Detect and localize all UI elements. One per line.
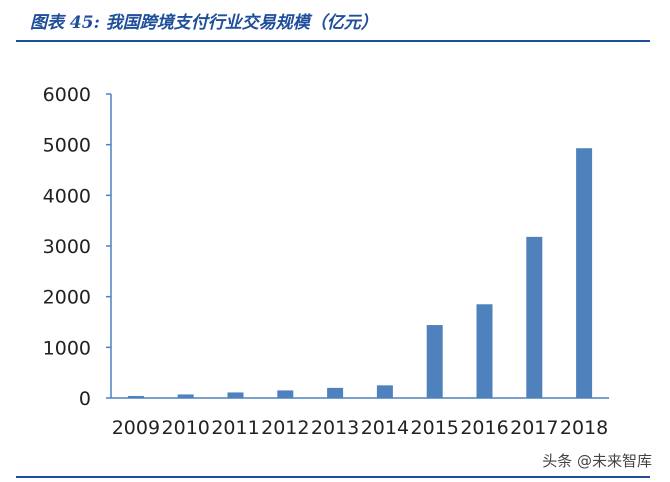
x-tick-label-2011: 2011 bbox=[211, 417, 259, 439]
y-tick-label-6: 6000 bbox=[43, 84, 91, 106]
bar-2016 bbox=[476, 304, 493, 398]
x-tick-label-2014: 2014 bbox=[361, 417, 409, 439]
x-tick-label-2010: 2010 bbox=[162, 417, 210, 439]
x-tick-label-2017: 2017 bbox=[510, 417, 558, 439]
bar-2018 bbox=[576, 148, 593, 398]
x-tick-label-2016: 2016 bbox=[460, 417, 508, 439]
y-tick-label-3: 3000 bbox=[43, 236, 91, 258]
watermark-text: 头条 @未来智库 bbox=[542, 452, 652, 470]
chart-title: 图表 45: 我国跨境支付行业交易规模（亿元） bbox=[30, 13, 378, 33]
x-tick-label-2015: 2015 bbox=[411, 417, 459, 439]
x-tick-label-2012: 2012 bbox=[261, 417, 309, 439]
bar-2010 bbox=[177, 394, 194, 398]
y-tick-label-2: 2000 bbox=[43, 287, 91, 309]
footer-divider bbox=[16, 476, 650, 478]
bar-2012 bbox=[277, 390, 294, 398]
bar-2015 bbox=[426, 325, 443, 398]
x-tick-label-2013: 2013 bbox=[311, 417, 359, 439]
bar-2017 bbox=[526, 236, 543, 398]
title-divider bbox=[16, 40, 650, 42]
bar-2011 bbox=[227, 392, 244, 398]
x-tick-label-2018: 2018 bbox=[560, 417, 608, 439]
bar-2014 bbox=[376, 385, 393, 398]
y-tick-label-4: 4000 bbox=[43, 185, 91, 207]
x-tick-label-2009: 2009 bbox=[112, 417, 160, 439]
y-tick-label-0: 0 bbox=[79, 388, 91, 410]
bar-2009 bbox=[127, 395, 144, 398]
bar-2013 bbox=[327, 387, 344, 398]
y-tick-label-5: 5000 bbox=[43, 135, 91, 157]
y-tick-label-1: 1000 bbox=[43, 337, 91, 359]
